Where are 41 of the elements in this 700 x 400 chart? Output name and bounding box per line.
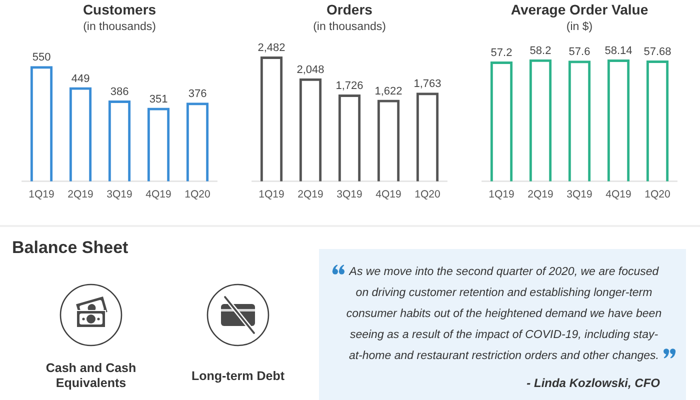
- data-label: 1,763: [414, 78, 442, 90]
- x-tick-label: 3Q19: [336, 188, 363, 201]
- chart-subtitle: (in $): [566, 20, 593, 33]
- x-tick-label: 2Q19: [528, 188, 554, 201]
- x-tick-label: 1Q20: [184, 188, 211, 201]
- x-tick-label: 3Q19: [566, 188, 593, 201]
- chart-subtitle: (in thousands): [83, 20, 156, 33]
- x-tick-label: 1Q19: [258, 188, 285, 201]
- x-tick-label: 1Q19: [488, 188, 515, 201]
- x-tick-label: 1Q20: [644, 188, 671, 201]
- data-label: 1,726: [336, 80, 364, 92]
- data-label: 376: [188, 88, 207, 100]
- data-label: 58.2: [530, 44, 552, 57]
- data-label: 58.14: [604, 45, 632, 58]
- x-tick-label: 2Q19: [68, 188, 94, 201]
- chart-subtitle: (in thousands): [313, 20, 386, 33]
- chart-title: Orders: [326, 1, 373, 18]
- text: As we move into the second quarter of 2020, we are focused on driving customer retention and establishing longer-term consumer habits out of the heightened demand we have been seeing as a result of the impact of COVID-19, including stay-at-home and restaurant restriction orders and other changes.: [346, 266, 662, 362]
- text: - Linda Kozlowski, CFO: [526, 376, 660, 390]
- data-label: 351: [149, 93, 168, 106]
- data-label: 1,622: [374, 85, 402, 98]
- x-tick-label: 1Q19: [28, 188, 55, 201]
- data-label: 57.2: [490, 47, 512, 59]
- data-label: 57.68: [644, 46, 672, 58]
- data-label: 2,048: [296, 64, 324, 76]
- chart-title: Average Order Value: [510, 1, 648, 18]
- text: Cash and Cash Equivalents: [44, 360, 138, 392]
- x-tick-label: 2Q19: [298, 188, 324, 201]
- x-tick-label: 4Q19: [376, 188, 402, 201]
- data-label: 449: [71, 72, 90, 85]
- text: Long-term Debt: [190, 368, 286, 385]
- x-tick-label: 4Q19: [146, 188, 172, 201]
- data-label: 550: [32, 52, 51, 64]
- text: Balance Sheet: [12, 238, 128, 258]
- data-label: 386: [110, 86, 129, 98]
- data-label: 2,482: [258, 42, 286, 54]
- chart-title: Customers: [82, 1, 156, 18]
- data-label: 57.6: [568, 46, 590, 58]
- x-tick-label: 3Q19: [106, 188, 133, 201]
- x-tick-label: 4Q19: [606, 188, 632, 201]
- x-tick-label: 1Q20: [414, 188, 441, 201]
